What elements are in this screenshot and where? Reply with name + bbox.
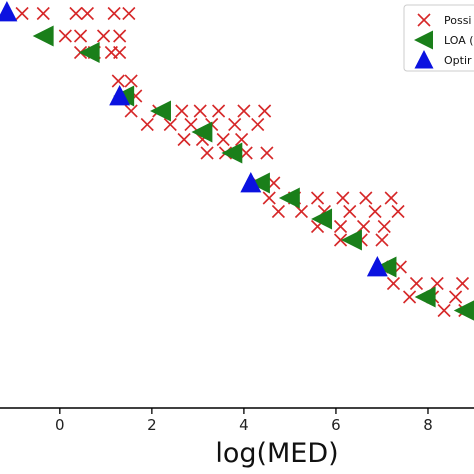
data-point <box>58 29 72 43</box>
data-point <box>260 146 274 160</box>
series-optir <box>0 1 388 277</box>
data-point <box>124 104 138 118</box>
data-point <box>69 6 83 21</box>
data-point <box>212 104 226 118</box>
data-point <box>15 6 29 21</box>
data-point <box>294 204 308 219</box>
x-tick-label: 8 <box>423 416 433 434</box>
data-point <box>193 104 207 118</box>
data-point <box>356 219 371 234</box>
data-point <box>177 132 191 147</box>
data-point <box>384 191 398 205</box>
data-point <box>216 132 230 147</box>
data-point <box>0 1 18 22</box>
data-point <box>391 204 405 219</box>
data-point <box>124 74 138 88</box>
data-point <box>341 229 362 251</box>
chart-marks <box>0 1 474 321</box>
x-tick-label: 6 <box>331 416 341 434</box>
legend-marker-triangle-up <box>414 50 434 69</box>
data-point <box>80 6 95 21</box>
data-point <box>278 187 300 209</box>
data-point <box>430 276 444 291</box>
data-point <box>368 204 382 219</box>
legend-item: Possi <box>417 13 472 27</box>
data-point <box>109 85 131 106</box>
legend-label: Possi <box>444 14 472 27</box>
data-point <box>36 6 50 21</box>
legend-item: Optir <box>414 50 472 69</box>
data-point <box>96 29 111 43</box>
legend-label: Optir <box>444 54 472 67</box>
x-tick-label: 4 <box>239 416 249 434</box>
data-point <box>237 104 251 118</box>
data-point <box>366 256 388 277</box>
data-point <box>386 276 401 291</box>
data-point <box>150 100 171 122</box>
data-point <box>249 172 270 194</box>
data-point <box>262 191 276 205</box>
data-point <box>333 219 348 234</box>
x-tick-label: 2 <box>147 416 157 434</box>
data-point <box>414 286 436 308</box>
data-point <box>437 303 451 318</box>
data-point <box>32 25 54 47</box>
data-point <box>191 121 213 143</box>
data-point <box>258 104 272 118</box>
legend-label: LOA ( <box>444 34 474 47</box>
data-point <box>310 191 325 205</box>
data-point <box>375 256 397 278</box>
data-point <box>359 191 373 205</box>
data-point <box>455 276 470 291</box>
data-point <box>73 29 88 43</box>
data-point <box>449 290 463 304</box>
data-point <box>403 290 417 304</box>
series-loa <box>32 25 474 321</box>
data-point <box>107 6 121 21</box>
data-point <box>409 276 424 291</box>
data-point <box>175 104 189 118</box>
data-point <box>228 117 242 132</box>
data-point <box>453 300 474 321</box>
data-point <box>375 233 389 247</box>
x-axis-label: log(MED) <box>215 438 338 469</box>
data-point <box>221 142 243 164</box>
data-point <box>78 42 100 63</box>
data-point <box>113 29 127 43</box>
data-point <box>271 204 285 219</box>
data-point <box>240 172 262 193</box>
x-tick-label: 0 <box>55 416 65 434</box>
legend-marker-triangle-left <box>414 30 433 50</box>
data-point <box>343 204 357 219</box>
data-point <box>311 208 333 230</box>
data-point <box>235 132 249 147</box>
data-point <box>333 233 348 247</box>
x-axis-ticks: 0 2 4 6 8 <box>55 408 433 434</box>
data-point <box>113 45 127 60</box>
legend-marker-x <box>417 13 431 27</box>
data-point <box>377 219 391 234</box>
data-point <box>336 191 350 205</box>
data-point <box>111 74 125 88</box>
legend: Possi LOA ( Optir <box>403 4 474 72</box>
legend-item: LOA ( <box>414 30 474 50</box>
data-point <box>122 6 136 21</box>
data-point <box>163 117 177 132</box>
data-point <box>251 117 265 132</box>
data-point <box>140 117 154 132</box>
data-point <box>200 146 214 160</box>
data-point <box>184 117 198 132</box>
